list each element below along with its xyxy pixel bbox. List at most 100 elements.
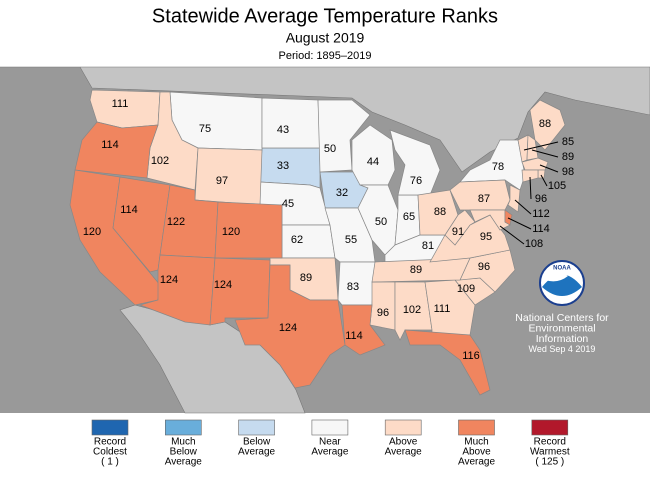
credit-line: Environmental (528, 322, 595, 334)
period: Period: 1895–2019 (279, 50, 372, 62)
state-rank: 97 (216, 175, 228, 187)
legend-label: Below (243, 437, 271, 448)
state-rank: 87 (478, 193, 490, 205)
legend-label: Average (238, 447, 276, 458)
canada (0, 66, 650, 173)
callout-line (523, 141, 559, 151)
credit-line: Wed Sep 4 2019 (529, 344, 596, 354)
legend-swatch (238, 419, 275, 436)
state-rank: 44 (367, 156, 379, 168)
state (74, 121, 159, 179)
state (404, 329, 491, 396)
state-rank: 120 (83, 226, 101, 238)
state-rank: 43 (277, 124, 289, 136)
state-rank: 50 (324, 143, 336, 155)
callout-line (507, 217, 532, 230)
legend-swatch (311, 419, 349, 436)
state-rank: 124 (214, 279, 232, 291)
subtitle: August 2019 (286, 30, 365, 46)
state-rank: 109 (457, 283, 475, 295)
logo-text: NOAA (553, 266, 571, 272)
legend-swatch (531, 419, 569, 436)
state-rank: 102 (151, 155, 169, 167)
state-rank: 55 (345, 234, 357, 246)
callout-line (539, 164, 559, 173)
state-rank: 83 (347, 281, 359, 293)
state (507, 184, 521, 213)
state-rank: 85 (562, 136, 574, 148)
states (69, 89, 566, 396)
state-rank: 111 (112, 98, 129, 110)
state-rank: 89 (300, 272, 312, 284)
legend-swatch (384, 419, 422, 436)
callout-line (540, 174, 548, 187)
state-rank: 33 (277, 160, 289, 172)
legend-label: Much (464, 437, 488, 448)
credit: National Centers forEnvironmentalInforma… (515, 312, 609, 354)
state (341, 304, 386, 356)
state-rank: 116 (462, 350, 480, 362)
state-rank: 89 (562, 151, 574, 163)
state-rank: 89 (410, 264, 422, 276)
legend-label: Much (171, 437, 195, 448)
state (521, 169, 539, 183)
callout-line (531, 149, 559, 158)
legend-swatch (458, 419, 495, 436)
state (209, 257, 271, 326)
state-rank: 88 (539, 118, 551, 130)
state-rank: 124 (279, 322, 297, 334)
state (194, 147, 263, 206)
state-rank: 124 (160, 274, 178, 286)
state-rank: 122 (167, 216, 185, 228)
state-rank: 120 (222, 226, 240, 238)
legend-label: ( 1 ) (101, 457, 119, 468)
legend-swatch (91, 419, 129, 436)
state (369, 281, 396, 331)
state-rank: 112 (532, 208, 550, 220)
state (214, 201, 283, 259)
state-rank: 102 (403, 304, 421, 316)
state-rank: 114 (101, 139, 119, 151)
legend-swatch (165, 419, 202, 436)
legend-label: Record (94, 437, 126, 448)
state-rank: 76 (410, 175, 422, 187)
state (529, 99, 566, 151)
legend-label: Average (458, 457, 496, 468)
state-rank: 96 (535, 193, 547, 205)
state-rank: 62 (291, 234, 303, 246)
state-labels: 33 32 75 43 50 44 45 62 55 50 65 76 81 83 78 111 102 97 89… (83, 98, 574, 362)
callout-line (499, 225, 525, 245)
state-rank: 81 (422, 240, 434, 252)
state-rank: 65 (403, 211, 415, 223)
state (504, 209, 513, 226)
legend-label: Below (170, 447, 198, 458)
state (389, 129, 441, 196)
state-rank: 50 (375, 216, 387, 228)
state-rank: 88 (434, 206, 446, 218)
legend-label: Average (165, 457, 203, 468)
noaa-logo: NOAA (539, 260, 585, 306)
state-rank: 78 (492, 161, 504, 173)
state-rank: 95 (480, 231, 492, 243)
state (417, 189, 459, 236)
legend-label: Average (311, 447, 349, 458)
state-rank: 91 (452, 226, 464, 238)
state-rank: 108 (525, 238, 543, 250)
callout-line (514, 199, 532, 215)
state-rank: 32 (336, 187, 348, 199)
state (317, 99, 371, 173)
state (259, 147, 321, 189)
legend-label: Coldest (93, 447, 127, 458)
state-rank: 114 (120, 204, 138, 216)
legend-label: Above (389, 437, 418, 448)
state-rank: 75 (199, 123, 211, 135)
credit-line: National Centers for (515, 312, 609, 324)
state-rank: 45 (282, 198, 294, 210)
legend-label: Record (534, 437, 566, 448)
state-rank: 111 (434, 303, 451, 315)
state (234, 264, 346, 389)
state-rank: 114 (532, 223, 550, 235)
state-rank: 96 (478, 261, 490, 273)
